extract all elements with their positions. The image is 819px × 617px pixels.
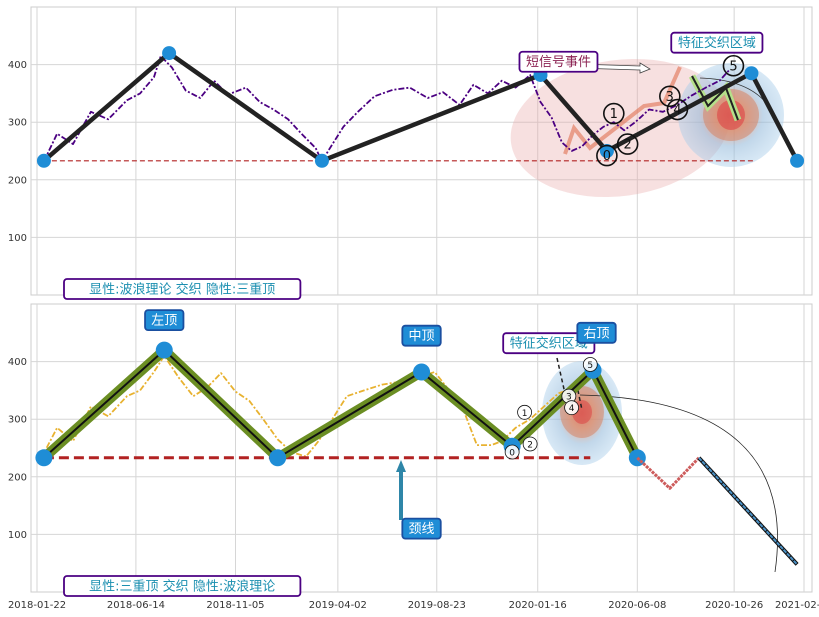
x-tick-label: 2019-04-02 <box>309 600 367 611</box>
annotation-text: 显性:三重顶 交织 隐性:波浪理论 <box>89 579 275 595</box>
wave-marker <box>517 404 532 420</box>
wave-marker <box>504 444 520 460</box>
y-tick-label: 100 <box>8 530 27 541</box>
feature-zigzag-dark <box>691 75 739 121</box>
annotation-text: 特征交织区域 <box>510 336 588 352</box>
projection-arc <box>579 394 778 573</box>
wave-label: 4 <box>569 404 575 414</box>
annotation-box <box>63 278 302 300</box>
y-tick-label: 400 <box>8 60 27 71</box>
pivot-point <box>790 153 805 168</box>
wave-label: 1 <box>610 107 618 122</box>
wave-path <box>563 66 682 155</box>
top-plot-frame <box>30 6 813 296</box>
pivot-point <box>744 66 759 81</box>
x-tick-label: 2018-11-05 <box>206 600 264 611</box>
annotation-box <box>401 324 442 347</box>
wave-label: 5 <box>587 361 593 371</box>
series-projection-down-line <box>636 456 700 490</box>
wave-label: 3 <box>666 90 674 105</box>
annotation-box <box>670 31 764 54</box>
x-tick-label: 2018-01-22 <box>8 600 66 611</box>
pivot-point <box>36 153 51 168</box>
series-price-line <box>43 55 731 163</box>
wave-label: 0 <box>509 449 515 459</box>
y-tick-label: 100 <box>8 233 27 244</box>
wave-label: 5 <box>729 59 737 74</box>
x-tick-label: 2021-02-04 <box>775 600 819 611</box>
x-tick-label: 2019-08-23 <box>408 600 466 611</box>
x-tick-label: 2018-06-14 <box>107 600 165 611</box>
annotation-box <box>63 575 302 597</box>
annotation-text: 颈线 <box>409 522 435 537</box>
pivot-point <box>413 363 431 381</box>
wave-marker <box>616 133 639 155</box>
x-tick-label: 2020-06-08 <box>608 600 666 611</box>
pivot-point <box>35 449 53 467</box>
wave-label: 1 <box>522 409 528 419</box>
wave-marker <box>582 357 598 372</box>
neckline-arrow <box>396 460 406 520</box>
wave-marker <box>659 85 681 108</box>
wave-marker <box>564 400 580 416</box>
top-series <box>36 46 805 168</box>
annotation-box <box>518 50 599 73</box>
wave-label: 3 <box>566 393 572 403</box>
wave-marker <box>522 436 538 452</box>
annotation-text: 特征交织区域 <box>678 35 756 51</box>
pivot-point <box>599 144 614 158</box>
wave-marker <box>603 102 625 125</box>
annotation-box <box>401 517 442 540</box>
wave-label: 4 <box>673 103 681 118</box>
wave-marker <box>666 98 689 121</box>
pivot-point <box>155 341 173 359</box>
wave-label: 0 <box>603 149 611 164</box>
bottom-plot-frame <box>30 303 813 593</box>
annotation-box <box>144 309 185 332</box>
annotation-text: 中顶 <box>409 329 435 344</box>
pivot-point <box>269 449 287 467</box>
annotation-text: 左顶 <box>151 314 177 329</box>
annotation-box <box>576 321 617 344</box>
x-tick-label: 2020-10-26 <box>705 600 763 611</box>
wave-marker <box>596 144 618 167</box>
wave-label: 2 <box>527 440 533 450</box>
series-projection-long-line <box>698 457 798 566</box>
y-tick-label: 300 <box>8 118 27 129</box>
annotation-text: 短信号事件 <box>526 55 591 70</box>
x-tick-label: 2020-01-16 <box>509 600 567 611</box>
bottom-grid <box>31 304 812 592</box>
y-tick-label: 300 <box>8 415 27 426</box>
feature-zone-inner <box>717 100 745 130</box>
pivot-point <box>162 46 177 61</box>
wave-label: 2 <box>623 138 631 153</box>
y-tick-label: 200 <box>8 175 27 186</box>
y-tick-label: 200 <box>8 472 27 483</box>
annotation-text: 显性:波浪理论 交织 隐性:三重顶 <box>89 282 275 298</box>
pivot-point <box>314 153 329 168</box>
wave-marker <box>722 54 745 77</box>
y-tick-label: 400 <box>8 357 27 368</box>
annotation-text: 右顶 <box>584 326 610 341</box>
